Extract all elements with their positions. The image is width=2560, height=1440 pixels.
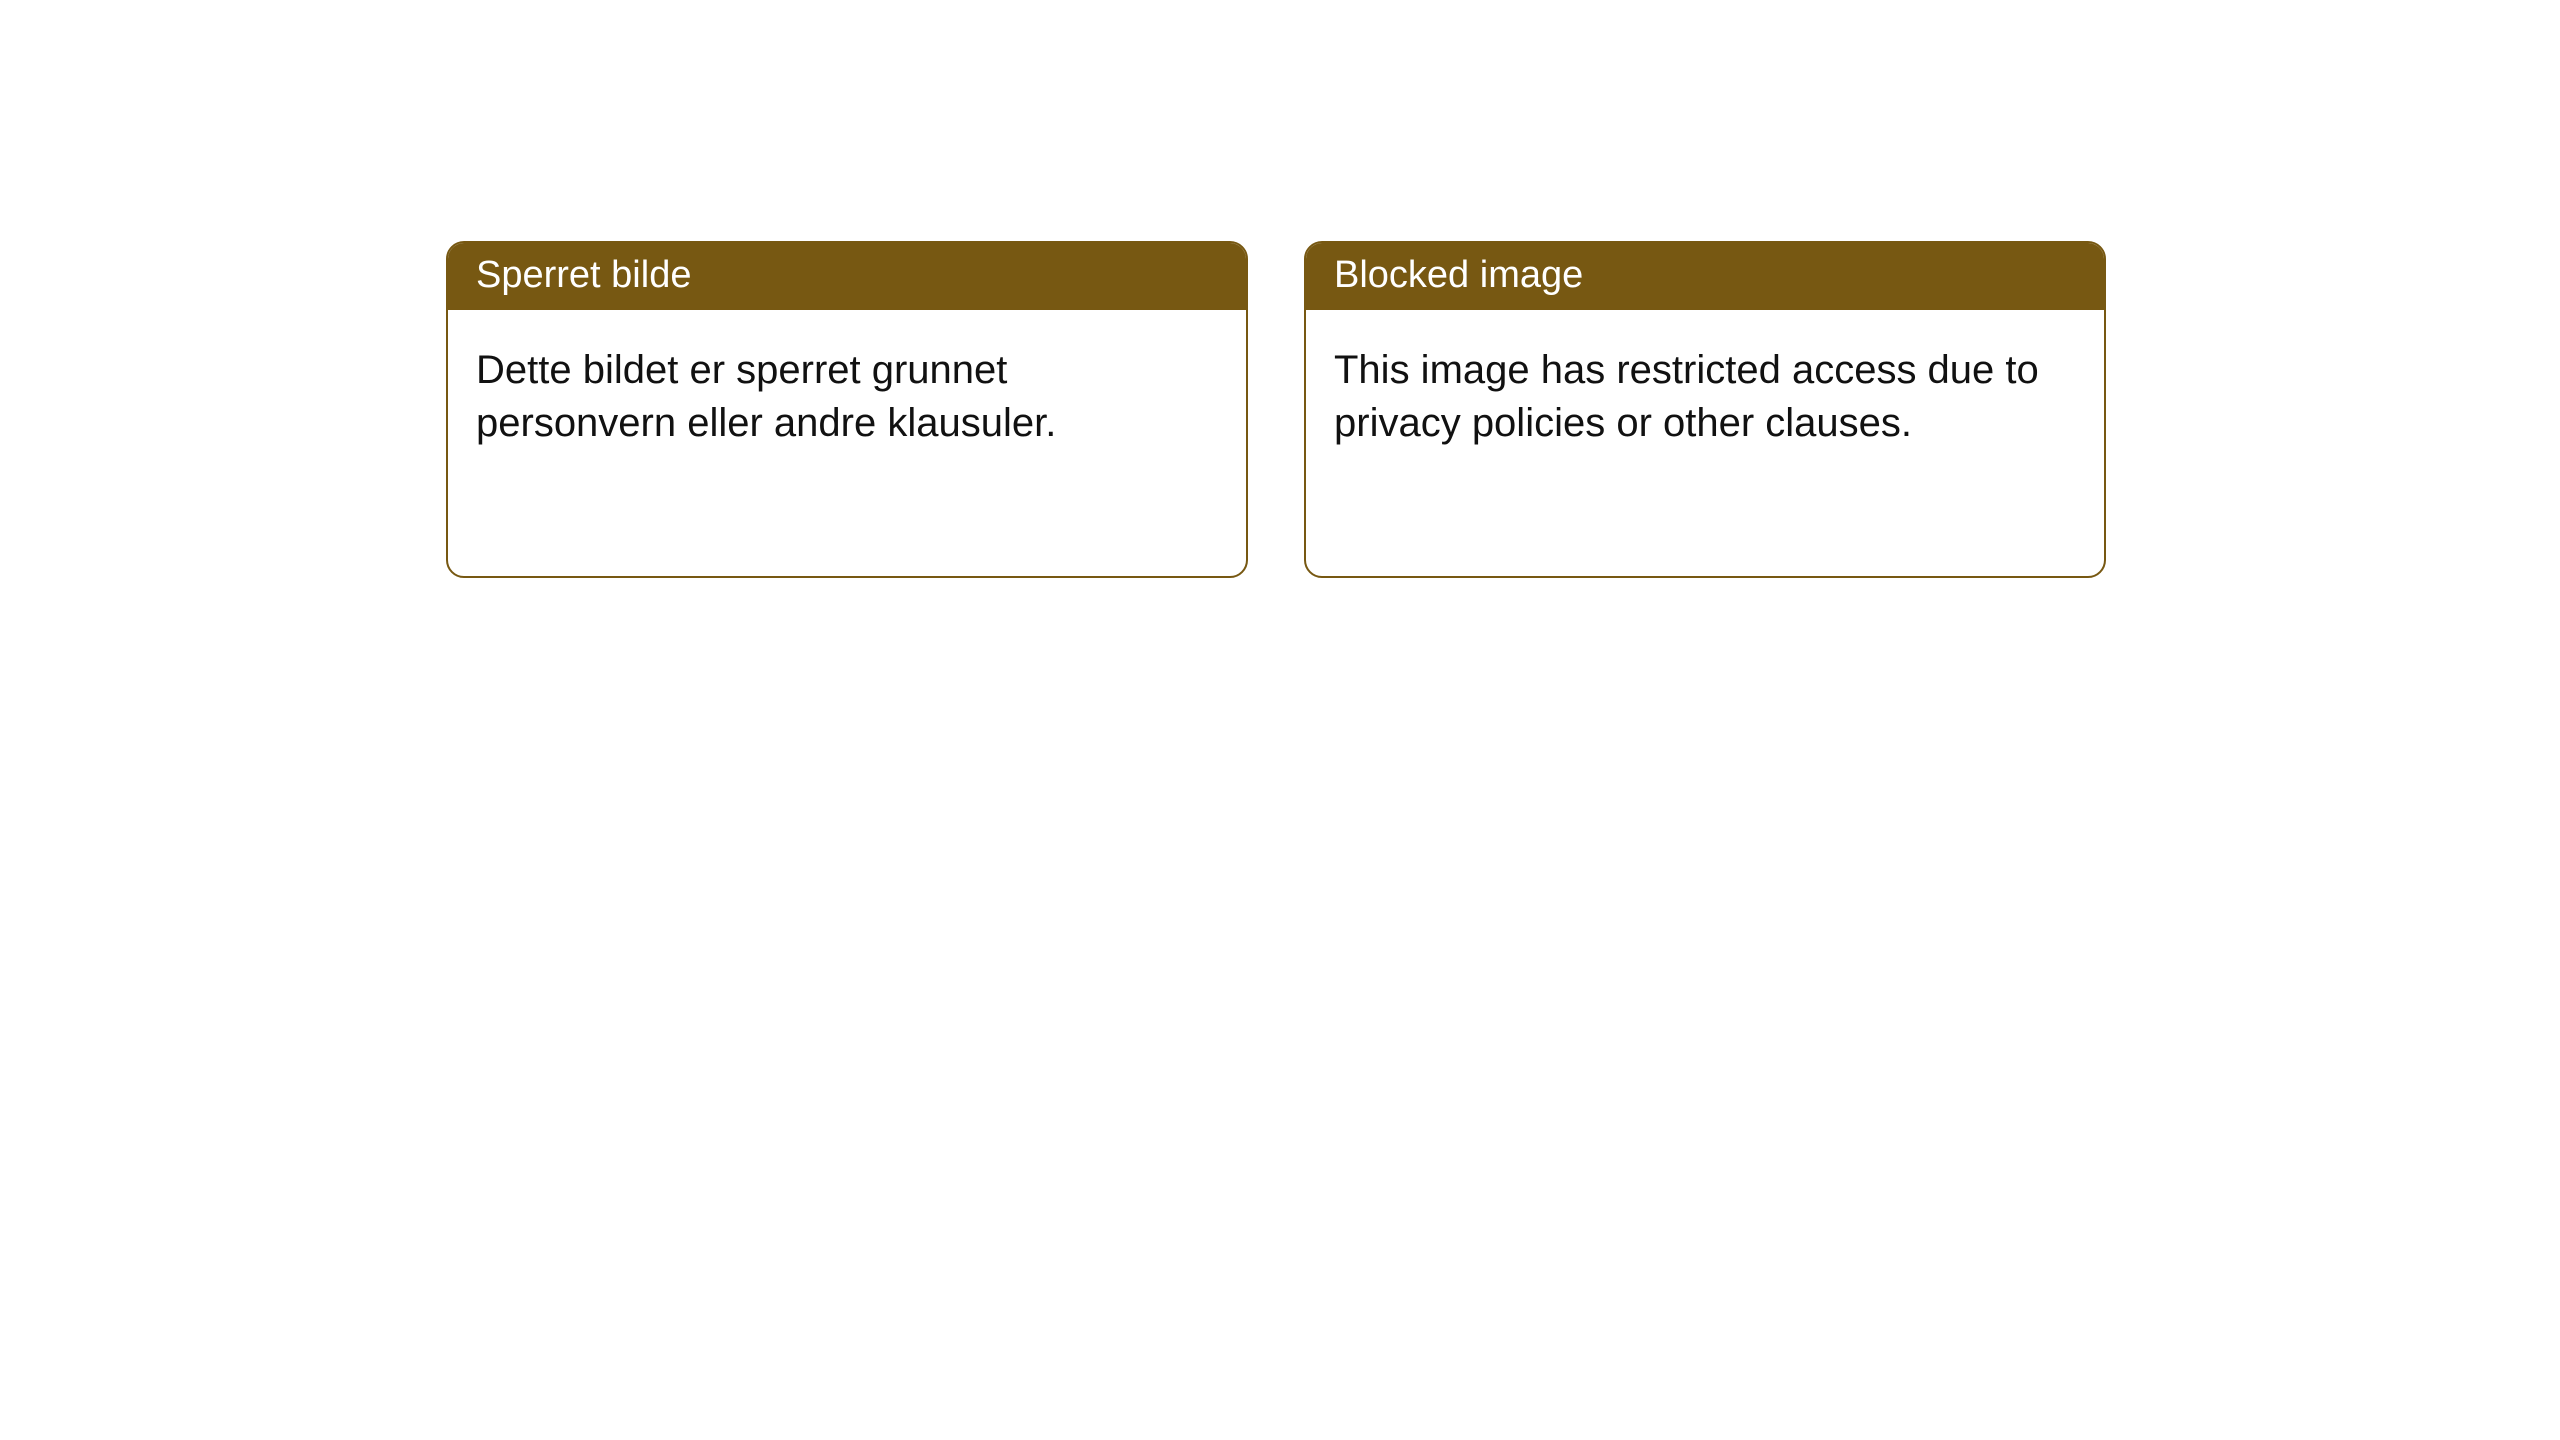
card-body-norwegian: Dette bildet er sperret grunnet personve… xyxy=(448,310,1246,484)
card-header-english: Blocked image xyxy=(1306,243,2104,310)
notice-card-english: Blocked image This image has restricted … xyxy=(1304,241,2106,578)
notice-card-norwegian: Sperret bilde Dette bildet er sperret gr… xyxy=(446,241,1248,578)
card-header-norwegian: Sperret bilde xyxy=(448,243,1246,310)
card-body-english: This image has restricted access due to … xyxy=(1306,310,2104,484)
notice-cards-container: Sperret bilde Dette bildet er sperret gr… xyxy=(0,0,2560,578)
